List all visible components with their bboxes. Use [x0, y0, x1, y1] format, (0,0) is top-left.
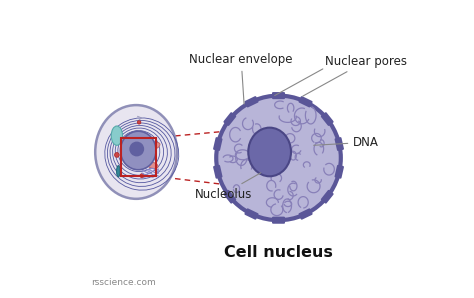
FancyBboxPatch shape	[272, 217, 285, 224]
Text: Nuclear pores: Nuclear pores	[303, 55, 407, 96]
Text: Nuclear envelope: Nuclear envelope	[190, 53, 293, 104]
Text: Cell nucleus: Cell nucleus	[224, 245, 333, 260]
Circle shape	[137, 120, 141, 124]
Ellipse shape	[148, 142, 160, 150]
Circle shape	[120, 145, 125, 150]
FancyBboxPatch shape	[223, 112, 236, 126]
FancyBboxPatch shape	[335, 165, 344, 179]
Ellipse shape	[120, 131, 156, 170]
FancyBboxPatch shape	[245, 96, 259, 108]
Ellipse shape	[95, 105, 177, 199]
Ellipse shape	[248, 128, 291, 176]
FancyBboxPatch shape	[213, 165, 222, 179]
FancyBboxPatch shape	[223, 190, 236, 204]
Bar	[121, 138, 156, 176]
Circle shape	[124, 156, 131, 163]
Text: rsscience.com: rsscience.com	[91, 278, 156, 287]
FancyBboxPatch shape	[299, 96, 313, 108]
FancyBboxPatch shape	[321, 190, 334, 204]
Circle shape	[129, 142, 144, 156]
Ellipse shape	[111, 126, 122, 145]
Circle shape	[137, 131, 142, 136]
FancyBboxPatch shape	[321, 112, 334, 126]
Circle shape	[115, 153, 119, 157]
FancyBboxPatch shape	[299, 208, 313, 220]
FancyBboxPatch shape	[213, 137, 222, 151]
Circle shape	[216, 96, 341, 220]
Ellipse shape	[117, 166, 120, 177]
FancyBboxPatch shape	[245, 208, 259, 220]
Circle shape	[140, 174, 144, 178]
FancyBboxPatch shape	[335, 137, 344, 151]
Ellipse shape	[147, 162, 158, 169]
FancyBboxPatch shape	[272, 92, 285, 99]
Text: Nucleolus: Nucleolus	[194, 173, 261, 201]
Text: DNA: DNA	[314, 136, 379, 149]
